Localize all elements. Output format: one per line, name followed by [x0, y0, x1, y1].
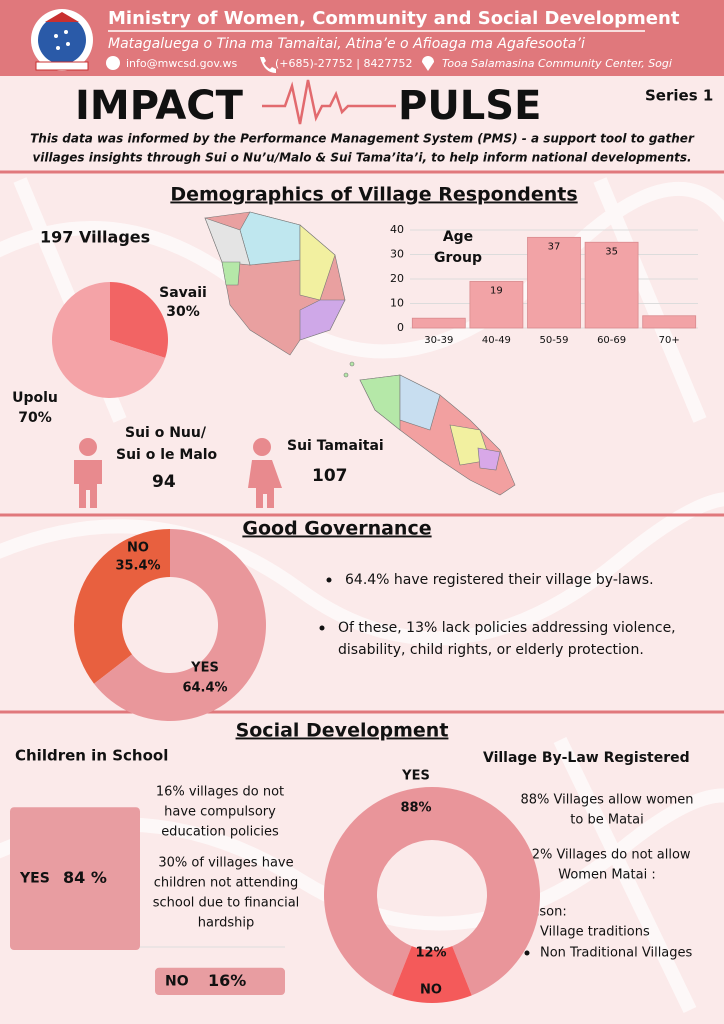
note: 88% Villages allow women	[521, 793, 694, 808]
pie-slice	[52, 282, 166, 399]
value-label: 16%	[208, 971, 246, 990]
villages-count: 197 Villages	[40, 228, 150, 247]
respondent-count: 107	[312, 466, 348, 486]
donut-slice	[73, 529, 170, 684]
subsection-title: Village By-Law Registered	[483, 750, 690, 766]
header-address: Tooa Salamasina Community Center, Sogi	[442, 57, 672, 70]
section-heading: Good Governance	[242, 518, 431, 540]
y-tick-label: 20	[390, 272, 404, 285]
respondent-label: Sui Tamaitai	[287, 438, 384, 454]
respondent-label: Sui o le Malo	[116, 447, 218, 463]
donut-slice	[94, 529, 266, 721]
note: school due to financial	[153, 896, 300, 911]
x-tick-label: 60-69	[597, 335, 626, 346]
bar	[469, 281, 524, 329]
bar	[642, 315, 697, 329]
subsection-title: Children in School	[15, 747, 168, 765]
bullet-text: Non Traditional Villages	[540, 946, 693, 961]
note: 16% villages do not	[156, 785, 284, 800]
location-icon	[422, 56, 434, 71]
bar-category: YES	[19, 871, 50, 887]
header-title: Ministry of Women, Community and Social …	[108, 8, 680, 29]
slice-value-label: 88%	[400, 801, 431, 816]
x-tick-label: 40-49	[482, 335, 511, 346]
slice-category: Savaii	[159, 285, 207, 301]
bullet-text: Of these, 13% lack policies addressing v…	[338, 620, 676, 636]
bar	[411, 317, 466, 329]
header-subtitle: Matagaluega o Tina ma Tamaitai, Atina’e …	[108, 36, 585, 52]
value-label: 84 %	[63, 868, 107, 887]
header-band	[0, 0, 724, 76]
bullet	[326, 577, 332, 583]
header-email: info@mwcsd.gov.ws	[126, 57, 237, 70]
y-tick-label: 40	[390, 223, 404, 236]
value-label: 35	[605, 246, 618, 257]
map-upolu	[343, 361, 516, 496]
note: 30% of villages have	[158, 856, 293, 871]
bullet-text: disability, child rights, or elderly pro…	[338, 642, 644, 658]
value-label: 19	[490, 285, 503, 296]
slice-value-label: 64.4%	[182, 681, 227, 696]
logo	[31, 9, 93, 71]
note: Women Matai :	[558, 868, 655, 883]
note: 12% Villages do not allow	[523, 848, 690, 863]
intro-line: This data was informed by the Performanc…	[30, 132, 695, 146]
respondent-count: 94	[152, 472, 176, 492]
phone-icon	[260, 57, 276, 73]
email-icon	[106, 56, 120, 70]
x-tick-label: 70+	[659, 335, 680, 346]
y-tick-label: 0	[397, 321, 404, 334]
bullet	[524, 950, 530, 956]
bullet-text: Village traditions	[540, 925, 650, 940]
intro-line: villages insights through Sui o Nu’u/Mal…	[32, 151, 691, 165]
slice-value-label: 12%	[415, 946, 446, 961]
note: to be Matai	[570, 813, 643, 828]
bar-category: NO	[165, 973, 189, 989]
bar	[155, 967, 285, 995]
y-tick-label: 30	[390, 248, 404, 261]
banner-title-right: PULSE	[398, 83, 541, 129]
slice-category: NO	[127, 541, 149, 556]
bar	[584, 241, 639, 329]
donut-slice	[392, 946, 472, 1003]
male-icon	[74, 438, 102, 508]
slice-value-label: 30%	[166, 304, 200, 320]
slice-category: YES	[401, 769, 430, 784]
section-heading: Social Development	[236, 720, 449, 742]
section-heading: Demographics of Village Respondents	[170, 184, 577, 206]
respondent-label: Sui o Nuu/	[125, 425, 207, 441]
x-tick-label: 50-59	[539, 335, 568, 346]
x-tick-label: 30-39	[424, 335, 453, 346]
value-label: 37	[548, 241, 561, 252]
bullet-text: 64.4% have registered their village by-l…	[345, 572, 654, 588]
series-label: Series 1	[645, 87, 713, 105]
bar	[527, 236, 581, 329]
bullet	[319, 625, 325, 631]
female-icon	[248, 438, 282, 508]
y-tick-label: 10	[390, 297, 404, 310]
slice-category: YES	[190, 661, 219, 676]
donut-slice	[324, 787, 540, 996]
note: children not attending	[154, 876, 298, 891]
bar	[10, 807, 140, 950]
chart-title: Age Group	[434, 229, 482, 266]
header-phone: (+685)-27752 | 8427752	[275, 57, 412, 70]
banner-title-left: IMPACT	[75, 83, 244, 129]
slice-value-label: 70%	[18, 410, 52, 426]
slice-category: Upolu	[12, 390, 58, 406]
note: hardship	[198, 916, 254, 931]
pie-slice	[110, 282, 169, 358]
note: education policies	[161, 825, 279, 840]
map-savaii	[204, 211, 346, 356]
pulse-line	[262, 79, 396, 125]
slice-category: NO	[420, 983, 442, 998]
slice-value-label: 35.4%	[115, 559, 160, 574]
note: have compulsory	[164, 805, 276, 820]
